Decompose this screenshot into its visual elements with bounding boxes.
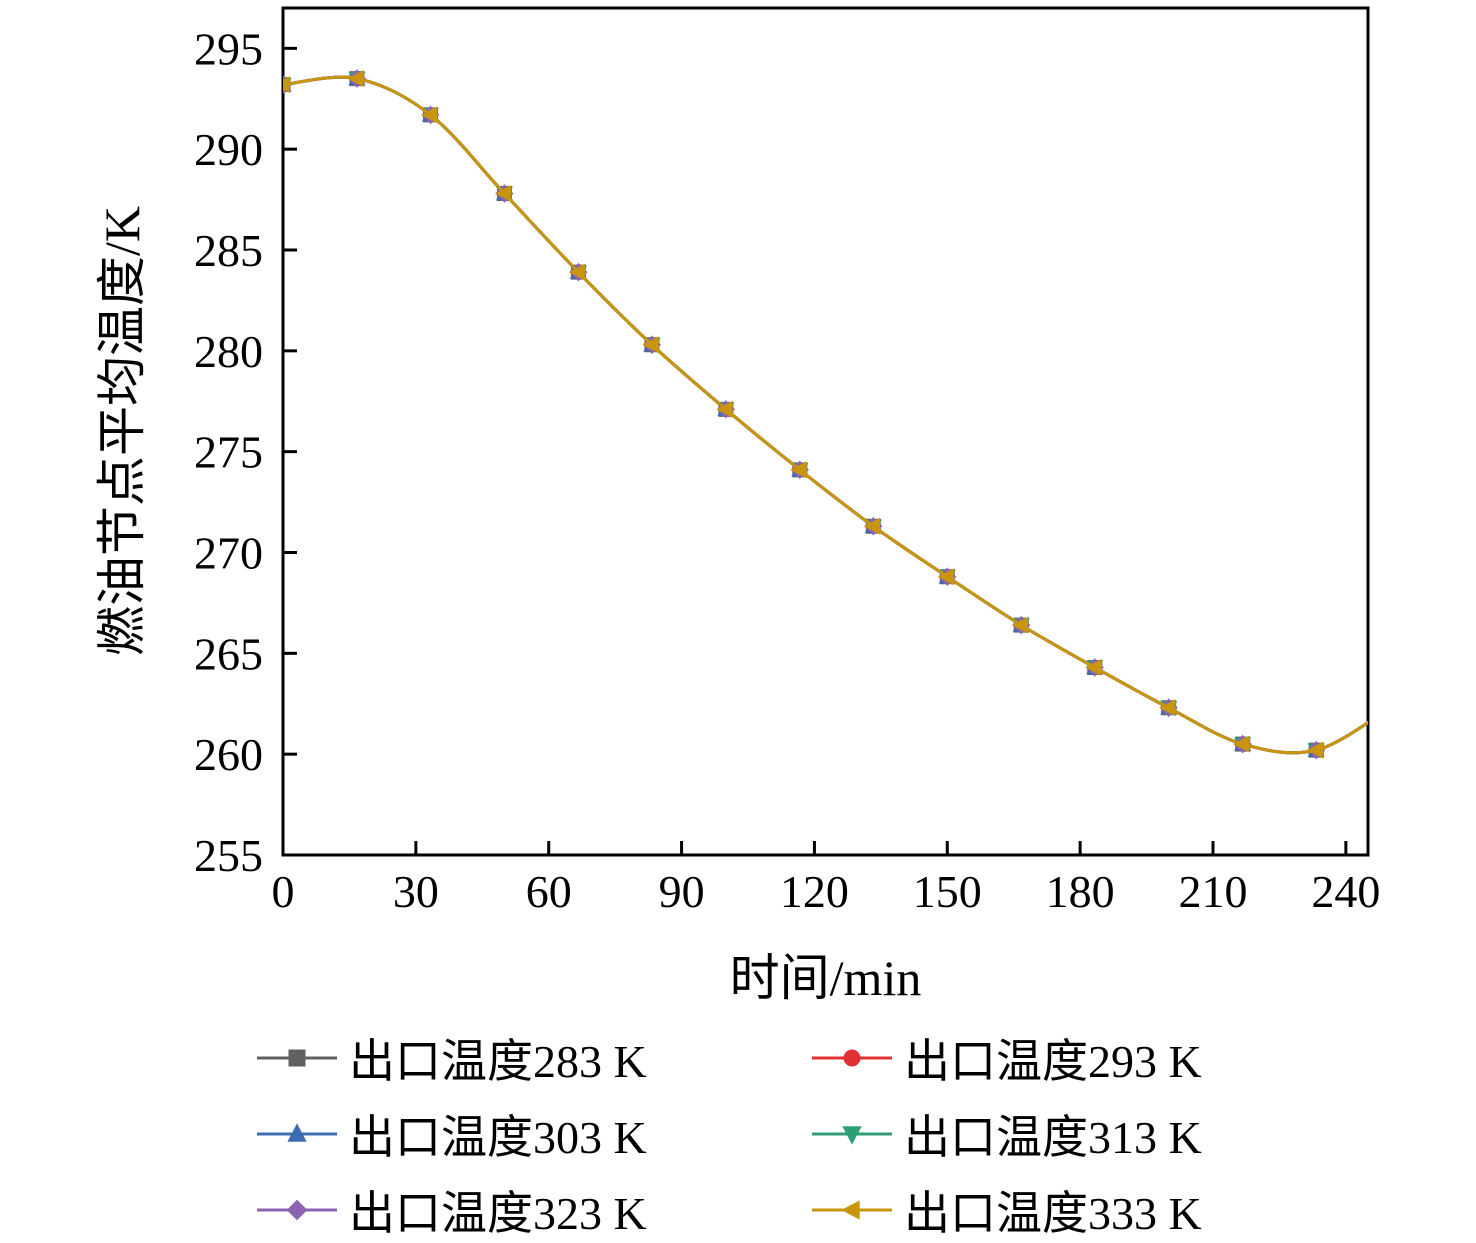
x-tick-label: 150	[913, 866, 982, 917]
series-marker-5	[1382, 700, 1397, 715]
series-marker-5	[863, 517, 881, 535]
series-marker-5	[937, 568, 955, 586]
series-marker-5	[420, 106, 438, 124]
series-marker-5	[1159, 699, 1176, 717]
series-line-2	[283, 75, 1368, 755]
series-marker-5	[790, 461, 807, 479]
legend-item-5: 出口温度333 K	[810, 1177, 1305, 1243]
series-marker-1	[1383, 701, 1397, 715]
y-tick-label: 265	[194, 628, 263, 679]
x-tick-label: 210	[1179, 866, 1248, 917]
legend-label: 出口温度323 K	[349, 1188, 647, 1239]
legend-label: 出口温度283 K	[349, 1036, 647, 1087]
series-marker-5	[1085, 658, 1102, 676]
series-marker-4	[1382, 699, 1399, 716]
legend-marker-square-icon	[257, 1049, 337, 1067]
series-line-3	[283, 75, 1368, 755]
y-tick-label: 280	[194, 326, 263, 377]
legend-label: 出口温度293 K	[904, 1036, 1202, 1087]
x-tick-label: 60	[526, 866, 572, 917]
y-tick-label: 255	[194, 830, 263, 881]
x-tick-label: 180	[1046, 866, 1115, 917]
series-marker-5	[568, 263, 586, 281]
chart-canvas: 0 30 60 90 120 150 180 210 240 255 260 265 270 275 280…	[194, 6, 1399, 917]
x-tick-label: 30	[393, 866, 439, 917]
x-axis-label: 时间/min	[729, 950, 922, 1006]
legend-label: 出口温度313 K	[904, 1112, 1202, 1163]
x-tick-label: 240	[1311, 866, 1380, 917]
legend-item-3: 出口温度313 K	[810, 1101, 1305, 1167]
legend-item-0: 出口温度283 K	[255, 1025, 750, 1091]
legend-label: 出口温度333 K	[904, 1188, 1202, 1239]
series-marker-5	[283, 76, 290, 94]
series-marker-5	[1011, 616, 1029, 634]
y-axis-label: 燃油节点平均温度/K	[94, 206, 150, 656]
series-marker-3	[1382, 701, 1397, 716]
y-tick-label: 295	[194, 23, 263, 74]
series-marker-5	[347, 70, 364, 88]
y-tick-label: 275	[194, 427, 263, 478]
legend-marker-triangle-down-icon	[812, 1126, 892, 1145]
series-marker-5	[716, 400, 733, 418]
series-marker-5	[1233, 735, 1250, 753]
x-tick-label: 120	[780, 866, 849, 917]
axes: 0 30 60 90 120 150 180 210 240 255 260 265 270 275 280…	[194, 6, 1380, 917]
y-tick-label: 260	[194, 729, 263, 780]
series-marker-5	[642, 336, 659, 354]
legend-marker-triangle-left-icon	[812, 1200, 892, 1220]
x-tick-label: 0	[272, 866, 295, 917]
series-line-5	[283, 75, 1368, 755]
series-marker-0	[1383, 701, 1397, 715]
series-marker-5	[494, 185, 512, 203]
y-tick-label: 285	[194, 225, 263, 276]
legend-label: 出口温度303 K	[349, 1112, 647, 1163]
chart-legend: 出口温度283 K 出口温度293 K 出口温度303 K 出口温度313 K 出口温度…	[255, 1025, 1305, 1243]
series-line-0	[283, 75, 1368, 755]
y-tick-label: 290	[194, 124, 263, 175]
series-marker-5	[1306, 741, 1323, 759]
x-tick-label: 90	[659, 866, 705, 917]
data-series-group	[283, 69, 1399, 760]
legend-item-2: 出口温度303 K	[255, 1101, 750, 1167]
y-tick-label: 270	[194, 528, 263, 579]
series-line-1	[283, 75, 1368, 755]
legend-marker-triangle-up-icon	[257, 1123, 337, 1142]
legend-marker-circle-icon	[812, 1049, 892, 1067]
series-marker-2	[1382, 699, 1397, 714]
legend-item-4: 出口温度323 K	[255, 1177, 750, 1243]
series-line-4	[283, 75, 1368, 755]
legend-item-1: 出口温度293 K	[810, 1025, 1305, 1091]
legend-marker-diamond-icon	[257, 1199, 337, 1221]
